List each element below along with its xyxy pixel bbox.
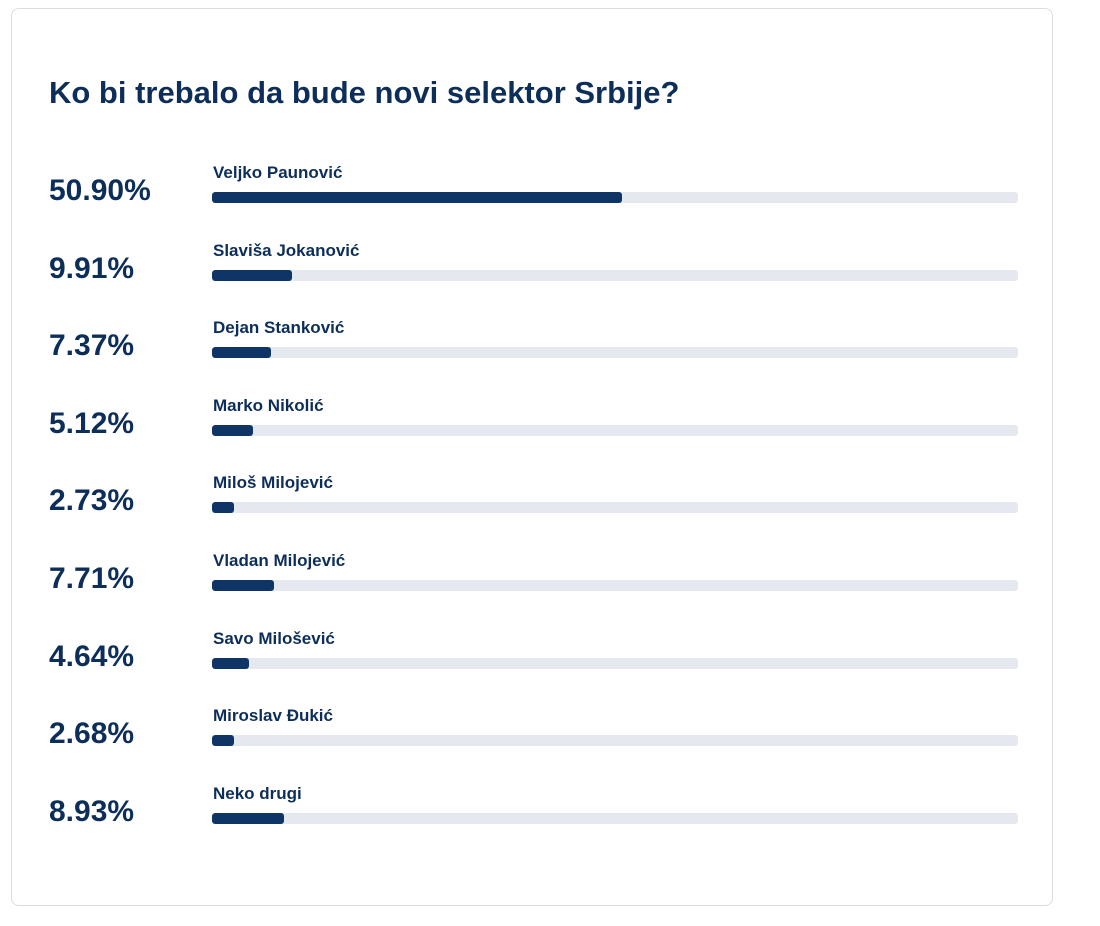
option-progress-fill xyxy=(212,735,234,747)
option-progress-fill xyxy=(212,269,292,281)
option-name: Miloš Milojević xyxy=(213,473,333,493)
option-progress-fill xyxy=(212,424,254,436)
poll-option[interactable]: 7.37% Dejan Stanković xyxy=(12,318,1052,378)
option-percent: 4.64% xyxy=(49,639,135,673)
poll-option[interactable]: 50.90% Veljko Paunović xyxy=(12,163,1052,223)
option-percent: 2.68% xyxy=(49,717,135,751)
poll-option[interactable]: 7.71% Vladan Milojević xyxy=(12,551,1052,611)
option-percent: 7.37% xyxy=(49,329,135,363)
option-name: Vladan Milojević xyxy=(213,551,346,570)
option-percent: 9.91% xyxy=(49,251,135,285)
option-percent: 2.73% xyxy=(49,484,135,518)
option-progress-track xyxy=(212,657,1018,669)
option-progress-fill xyxy=(212,347,272,359)
option-progress-track xyxy=(212,580,1018,591)
option-percent: 50.90% xyxy=(49,174,151,207)
option-name: Neko drugi xyxy=(213,783,302,803)
poll-option[interactable]: 2.68% Miroslav Đukić xyxy=(12,706,1052,766)
option-name: Marko Nikolić xyxy=(213,395,324,415)
option-progress-fill xyxy=(212,502,234,514)
poll-option[interactable]: 9.91% Slaviša Jokanović xyxy=(12,241,1052,301)
option-progress-track xyxy=(212,735,1018,747)
option-name: Miroslav Đukić xyxy=(213,706,333,726)
poll-option[interactable]: 8.93% Neko drugi xyxy=(12,784,1052,844)
poll-option[interactable]: 4.64% Savo Milošević xyxy=(12,629,1052,689)
option-name: Slaviša Jokanović xyxy=(213,240,360,260)
option-percent: 5.12% xyxy=(49,406,135,440)
option-progress-fill xyxy=(212,580,275,591)
option-name: Dejan Stanković xyxy=(213,318,345,338)
option-progress-track xyxy=(212,812,1018,824)
option-progress-track xyxy=(212,192,1018,203)
option-progress-track xyxy=(212,347,1018,359)
option-progress-track xyxy=(212,269,1018,281)
option-name: Savo Milošević xyxy=(213,628,335,648)
option-progress-track xyxy=(212,424,1018,436)
option-progress-fill xyxy=(212,192,623,203)
option-name: Veljko Paunović xyxy=(213,163,343,182)
option-progress-track xyxy=(212,502,1018,514)
poll-option[interactable]: 2.73% Miloš Milojević xyxy=(12,473,1052,533)
option-progress-fill xyxy=(212,812,284,824)
option-percent: 8.93% xyxy=(49,794,135,828)
poll-option[interactable]: 5.12% Marko Nikolić xyxy=(12,396,1052,456)
poll-card: Ko bi trebalo da bude novi selektor Srbi… xyxy=(11,8,1053,906)
option-percent: 7.71% xyxy=(49,562,135,595)
poll-options: 50.90% Veljko Paunović 9.91% Slaviša Jok… xyxy=(12,9,1052,905)
poll-title: Ko bi trebalo da bude novi selektor Srbi… xyxy=(49,75,680,110)
option-progress-fill xyxy=(212,657,250,669)
